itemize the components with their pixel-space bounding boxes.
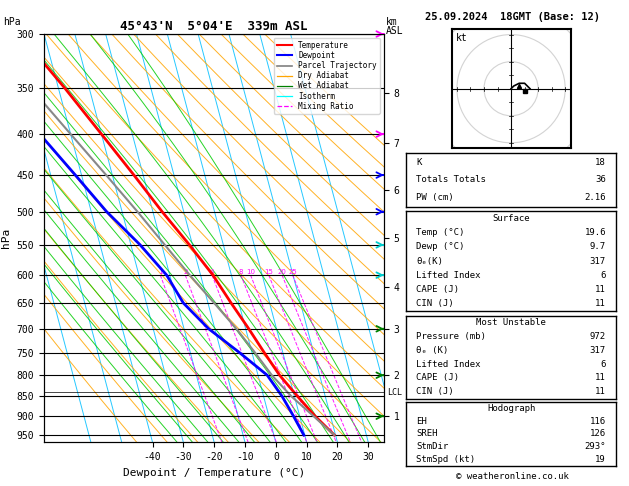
Text: 10: 10 — [246, 269, 255, 275]
Text: 2: 2 — [183, 269, 187, 275]
Text: StmSpd (kt): StmSpd (kt) — [416, 455, 476, 464]
Text: 317: 317 — [590, 257, 606, 266]
Text: 25: 25 — [288, 269, 297, 275]
Text: hPa: hPa — [3, 17, 21, 27]
Text: Hodograph: Hodograph — [487, 404, 535, 413]
Title: 45°43'N  5°04'E  339m ASL: 45°43'N 5°04'E 339m ASL — [120, 20, 308, 33]
Text: 1: 1 — [158, 269, 163, 275]
Text: 11: 11 — [595, 299, 606, 309]
Text: LCL: LCL — [387, 388, 402, 397]
Text: Lifted Index: Lifted Index — [416, 360, 481, 368]
Text: 19: 19 — [595, 455, 606, 464]
Text: 25.09.2024  18GMT (Base: 12): 25.09.2024 18GMT (Base: 12) — [425, 12, 600, 22]
Text: 2.16: 2.16 — [584, 193, 606, 202]
Text: 317: 317 — [590, 346, 606, 355]
Text: 4: 4 — [210, 269, 214, 275]
Text: CAPE (J): CAPE (J) — [416, 373, 459, 382]
Text: 8: 8 — [238, 269, 243, 275]
Text: PW (cm): PW (cm) — [416, 193, 454, 202]
Text: 11: 11 — [595, 373, 606, 382]
Text: K: K — [416, 157, 421, 167]
Text: 36: 36 — [595, 175, 606, 184]
Text: 126: 126 — [590, 430, 606, 438]
Text: 15: 15 — [264, 269, 273, 275]
Text: 19.6: 19.6 — [584, 228, 606, 237]
Text: Temp (°C): Temp (°C) — [416, 228, 465, 237]
Text: 11: 11 — [595, 387, 606, 396]
Text: 972: 972 — [590, 332, 606, 341]
X-axis label: Dewpoint / Temperature (°C): Dewpoint / Temperature (°C) — [123, 468, 305, 478]
Text: Lifted Index: Lifted Index — [416, 271, 481, 280]
Text: © weatheronline.co.uk: © weatheronline.co.uk — [456, 472, 569, 481]
Text: Dewp (°C): Dewp (°C) — [416, 243, 465, 251]
Text: 293°: 293° — [584, 442, 606, 451]
Text: 20: 20 — [277, 269, 287, 275]
Text: 6: 6 — [601, 360, 606, 368]
Text: 11: 11 — [595, 285, 606, 294]
Text: Most Unstable: Most Unstable — [476, 318, 546, 327]
Text: StmDir: StmDir — [416, 442, 448, 451]
Text: 116: 116 — [590, 417, 606, 426]
Text: θₑ (K): θₑ (K) — [416, 346, 448, 355]
Text: θₑ(K): θₑ(K) — [416, 257, 443, 266]
Text: CIN (J): CIN (J) — [416, 299, 454, 309]
Text: km: km — [386, 17, 398, 27]
Text: kt: kt — [456, 33, 468, 43]
Text: 9.7: 9.7 — [590, 243, 606, 251]
Y-axis label: hPa: hPa — [1, 228, 11, 248]
Text: EH: EH — [416, 417, 427, 426]
Text: SREH: SREH — [416, 430, 438, 438]
Text: Pressure (mb): Pressure (mb) — [416, 332, 486, 341]
Text: 18: 18 — [595, 157, 606, 167]
Text: Mixing Ratio (g/kg): Mixing Ratio (g/kg) — [426, 211, 436, 306]
Text: ASL: ASL — [386, 26, 404, 36]
Legend: Temperature, Dewpoint, Parcel Trajectory, Dry Adiabat, Wet Adiabat, Isotherm, Mi: Temperature, Dewpoint, Parcel Trajectory… — [274, 38, 380, 114]
Text: CIN (J): CIN (J) — [416, 387, 454, 396]
Text: Surface: Surface — [493, 214, 530, 223]
Text: CAPE (J): CAPE (J) — [416, 285, 459, 294]
Text: Totals Totals: Totals Totals — [416, 175, 486, 184]
Text: 6: 6 — [601, 271, 606, 280]
